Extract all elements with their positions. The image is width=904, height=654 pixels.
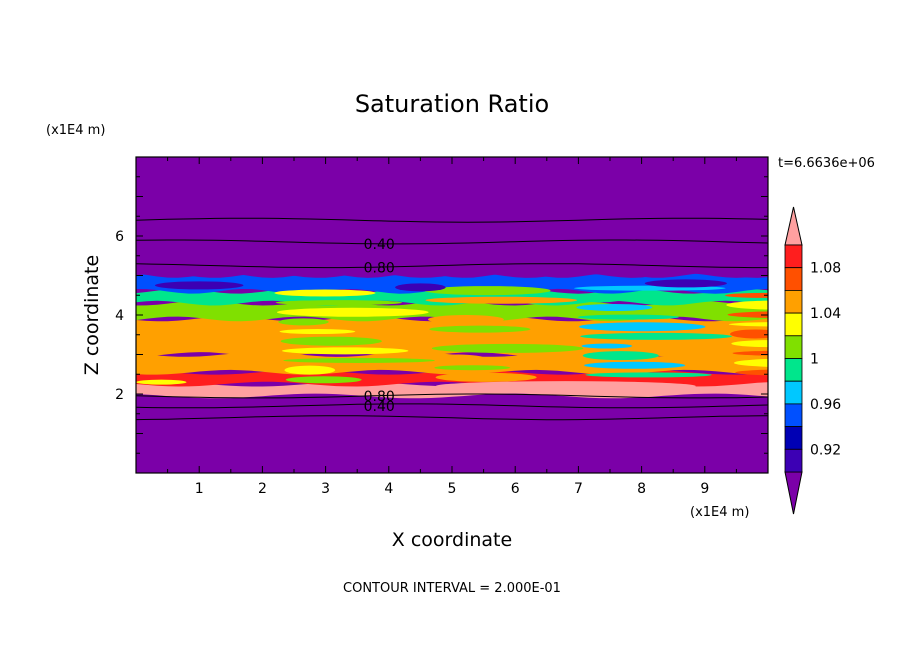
field-patch [644,279,727,288]
field-streak [435,372,537,382]
field-streak [284,365,336,375]
field-streak [278,318,329,326]
y-tick-label: 6 [115,229,124,245]
field-streak [575,293,626,303]
field-streak [585,372,712,378]
field-streak [426,307,478,313]
chart-title: Saturation Ratio [355,90,549,118]
y-tick-label: 4 [115,308,124,324]
field-streak [430,336,557,342]
field-streak [579,322,706,332]
x-tick-label: 5 [448,481,457,497]
colorbar-label: 0.96 [810,397,841,413]
field-streak [429,325,531,333]
contour-labels: 0.400.800.800.40 [364,237,395,415]
field-streak [730,329,768,339]
field-streak [136,379,187,385]
field-patch [154,281,244,290]
field-streak [434,365,511,371]
field-streak [424,286,551,296]
field-streak [275,300,403,306]
field-streak [732,350,768,356]
time-label: t=6.6636e+06 [778,156,875,171]
colorbar-under-triangle [784,471,803,515]
x-tick-label: 1 [195,481,204,497]
y-tick-label: 2 [115,387,124,403]
x-tick-label: 2 [258,481,267,497]
colorbar: 0.92 0.96 1 1.04 1.08 [784,206,841,515]
colorbar-label: 1 [810,352,819,368]
colorbar-cell [784,426,803,450]
field-streak [280,336,382,346]
contour-label: 0.40 [364,237,395,253]
y-axis-label: Z coordinate [81,255,103,375]
contour-field [136,157,768,473]
field-streak [276,307,429,317]
colorbar-label: 1.08 [810,261,841,277]
contour-line [136,403,768,409]
x-tick-label: 6 [511,481,520,497]
field-streak [733,358,768,367]
field-streak [285,376,362,384]
contour-line [136,393,768,399]
field-streak [727,311,768,318]
x-tick-label: 4 [384,481,393,497]
contour-label: 0.80 [364,389,395,405]
x-tick-label: 8 [637,481,646,497]
colorbar-cell [784,403,803,427]
colorbar-cell [784,358,803,382]
y-scale-note: (x1E4 m) [46,123,105,138]
contour-line [136,263,768,269]
field-streak [279,329,356,335]
colorbar-cell [784,380,803,405]
y-axis-ticks: 2 4 6 [115,176,768,454]
field-patch [395,283,446,292]
colorbar-label: 0.92 [810,442,841,458]
x-tick-label: 7 [574,481,583,497]
field-streak [281,347,409,355]
field-patch [435,381,696,392]
field-streak [576,303,653,311]
field-streak [725,292,768,298]
field-streak [425,296,578,304]
field-streak [581,343,633,349]
colorbar-cell [784,335,803,359]
field-streak [735,369,768,376]
contour-line [136,415,768,421]
contour-line [136,217,768,223]
field-streak [580,332,732,340]
x-tick-label: 3 [321,481,330,497]
contour-lines [136,217,768,421]
contour-interval-footer: CONTOUR INTERVAL = 2.000E-01 [343,581,561,596]
field-streak [584,361,686,369]
field-streak [433,354,484,362]
field-streak [731,340,768,348]
field-streak [582,351,659,361]
colorbar-cell [784,267,803,291]
x-scale-note: (x1E4 m) [690,505,749,520]
colorbar-cell [784,244,803,269]
x-axis-label: X coordinate [392,529,512,551]
field-streak [274,289,376,297]
colorbar-cell [784,312,803,337]
field-streak [431,343,584,353]
x-tick-label: 9 [700,481,709,497]
colorbar-cell [784,289,803,314]
colorbar-over-triangle [784,206,803,246]
field-band [136,157,768,278]
colorbar-label: 1.04 [810,306,841,322]
contour-label: 0.80 [364,261,395,277]
contour-line [136,239,768,245]
field-band [136,393,768,473]
field-streak [427,315,504,325]
field-streak [728,322,768,327]
field-streak [283,357,435,363]
contour-label: 0.40 [364,399,395,415]
field-streak [726,300,768,310]
colorbar-cell [784,448,803,473]
x-axis-ticks: 1 2 3 4 5 6 7 8 9 [167,157,737,497]
field-streak [577,314,679,320]
